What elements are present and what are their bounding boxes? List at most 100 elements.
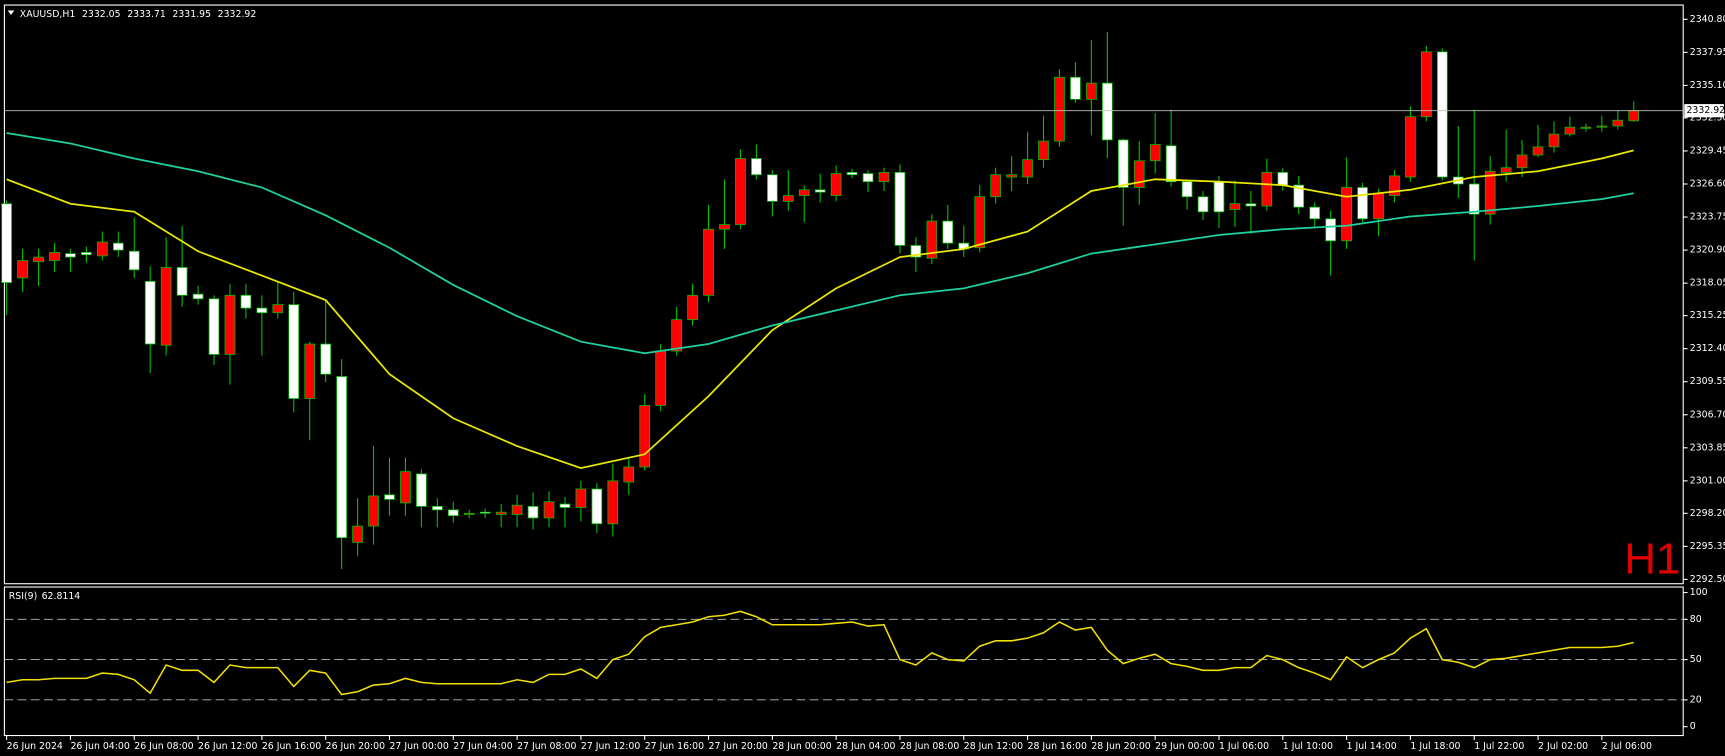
candle-body [974, 196, 986, 249]
candle-body [224, 294, 236, 355]
y-tick-label: 2301.00 [1690, 475, 1725, 486]
x-tick-label: 28 Jun 20:00 [1091, 741, 1150, 752]
indicator-title: RSI(9) [9, 590, 37, 601]
candle-body [1101, 82, 1113, 141]
candle-body [767, 174, 778, 202]
candle-body [1070, 76, 1081, 100]
candle-body [719, 224, 730, 230]
x-tick-label: 28 Jun 08:00 [900, 741, 959, 752]
x-tick-label: 27 Jun 16:00 [645, 741, 704, 752]
x-tick-label: 2 Jul 06:00 [1602, 741, 1652, 752]
candle-body [1006, 174, 1017, 178]
candle-body [511, 504, 523, 515]
candle-body [655, 350, 666, 406]
candle-body [1293, 184, 1305, 208]
candle-body [527, 505, 539, 519]
candle-body [33, 256, 44, 263]
y-tick-label: 100 [1690, 587, 1708, 598]
candle-body [112, 242, 124, 251]
candle-body [1548, 133, 1560, 148]
x-tick-label: 28 Jun 00:00 [772, 741, 831, 752]
candle-body [1341, 187, 1352, 242]
y-tick-label: 2340.80 [1690, 14, 1725, 25]
current-price-box [1684, 104, 1724, 118]
candle-body [990, 174, 1001, 198]
x-tick-label: 1 Jul 06:00 [1219, 741, 1269, 752]
candle-body [1325, 218, 1336, 242]
menu-arrow [7, 10, 15, 15]
candle-body [1309, 206, 1321, 220]
current-price-label: 2332.92 [1686, 105, 1725, 116]
candle-body [97, 241, 108, 257]
y-tick-label: 2318.05 [1690, 278, 1725, 289]
candle-body [479, 511, 491, 514]
candle-body [543, 501, 555, 519]
candle-body [1245, 203, 1257, 207]
candle-body [1213, 181, 1225, 213]
candle-body [1436, 51, 1448, 178]
candle-body [862, 173, 874, 183]
candle-body [256, 307, 268, 314]
y-tick-label: 0 [1690, 721, 1696, 732]
x-tick-label: 28 Jun 04:00 [836, 741, 895, 752]
candle-body [240, 294, 252, 309]
indicator-value: 62.8114 [42, 590, 81, 601]
candle-body [288, 304, 300, 399]
candle-body [1405, 116, 1416, 178]
candle-body [400, 471, 411, 504]
candle-body [751, 158, 762, 176]
x-tick-label: 26 Jun 2024 [7, 741, 63, 752]
candle-body [336, 376, 347, 539]
candle-body [160, 267, 172, 346]
candle-body [894, 172, 906, 246]
panel-frame [3, 586, 1684, 737]
candle-body [368, 495, 379, 527]
candle-body [687, 294, 698, 321]
candle-body [1277, 172, 1289, 186]
y-tick-label: 50 [1690, 654, 1702, 665]
x-tick-label: 26 Jun 08:00 [134, 741, 193, 752]
candle-body [416, 473, 427, 507]
candle-body [1421, 51, 1432, 118]
moving-average [6, 132, 1634, 355]
x-tick-label: 26 Jun 20:00 [326, 741, 385, 752]
candle-body [1357, 187, 1368, 220]
candle-body [623, 466, 635, 483]
candle-body [1468, 183, 1480, 215]
candle-body [1516, 154, 1528, 169]
ohlc-high: 2333.71 [127, 8, 166, 19]
candle-body [272, 304, 284, 314]
candle-body [607, 480, 619, 525]
y-tick-label: 2295.35 [1690, 541, 1725, 552]
candle-body [1165, 145, 1177, 183]
candle-body [846, 172, 858, 176]
moving-average [6, 149, 1634, 470]
x-tick-label: 1 Jul 18:00 [1410, 741, 1460, 752]
y-tick-label: 2337.95 [1690, 47, 1725, 58]
candle-body [1197, 196, 1209, 213]
candle-body [703, 228, 714, 296]
candle-body [128, 250, 140, 271]
candle-body [463, 512, 475, 515]
candle-body [65, 253, 76, 258]
ohlc-close: 2332.92 [218, 8, 257, 19]
y-tick-label: 2298.20 [1690, 508, 1725, 519]
y-tick-label: 2292.50 [1690, 574, 1725, 585]
y-tick-label: 2303.85 [1690, 442, 1725, 453]
candle-body [81, 252, 92, 256]
x-tick-label: 28 Jun 16:00 [1028, 741, 1087, 752]
x-tick-label: 27 Jun 00:00 [389, 741, 448, 752]
candle-body [1181, 181, 1193, 198]
timeframe-watermark: H1 [1624, 534, 1680, 583]
candle-body [942, 220, 954, 244]
ohlc-open: 2332.05 [82, 8, 121, 19]
candle-body [304, 343, 316, 399]
candle-body [1564, 126, 1576, 135]
y-tick-label: 2335.10 [1690, 80, 1725, 91]
y-tick-label: 80 [1690, 614, 1702, 625]
x-tick-label: 26 Jun 16:00 [262, 741, 321, 752]
candle-body [208, 298, 220, 355]
candle-body [1086, 82, 1097, 100]
candle-body [1261, 172, 1273, 207]
